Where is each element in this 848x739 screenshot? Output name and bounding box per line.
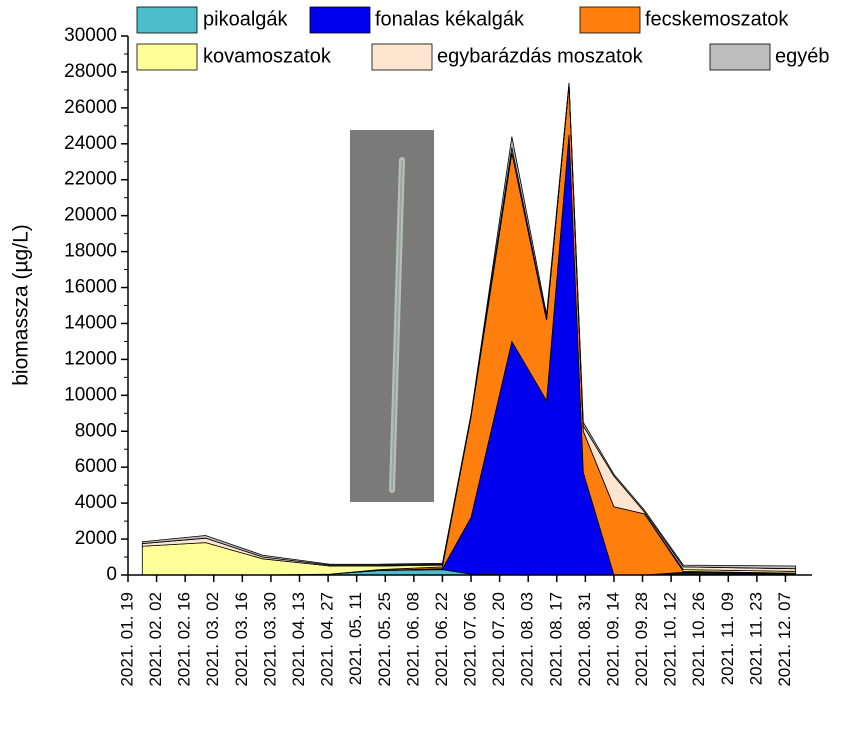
y-tick-label: 0 [106, 564, 117, 585]
y-tick-label: 12000 [64, 348, 117, 369]
legend-label: egyéb [775, 45, 830, 67]
plot-area [142, 83, 795, 575]
x-tick-label: 2021. 09. 14 [603, 592, 622, 687]
x-tick-label: 2021. 08. 17 [546, 592, 565, 687]
y-tick-label: 8000 [75, 420, 117, 441]
x-tick-label: 2021. 02. 02 [146, 592, 165, 687]
legend-label: pikoalgák [203, 8, 289, 30]
x-tick-label: 2021. 04. 27 [318, 592, 337, 687]
legend-label: fecskemoszatok [645, 8, 789, 30]
legend-label: kovamoszatok [203, 45, 332, 67]
y-tick-label: 4000 [75, 492, 117, 513]
area [142, 85, 795, 575]
x-tick-label: 2021. 05. 11 [346, 592, 365, 685]
x-tick-label: 2021. 09. 28 [632, 592, 651, 687]
x-tick-label: 2021. 08. 03 [518, 592, 537, 687]
x-tick-label: 2021. 07. 20 [489, 592, 508, 687]
y-tick-label: 26000 [64, 97, 117, 118]
legend-swatch [310, 7, 370, 33]
y-tick-label: 14000 [64, 312, 117, 333]
y-tick-label: 20000 [64, 205, 117, 226]
x-tick-label: 2021. 07. 06 [461, 592, 480, 687]
y-tick-label: 28000 [64, 61, 117, 82]
y-tick-label: 6000 [75, 456, 117, 477]
x-tick-label: 2021. 06. 22 [432, 592, 451, 687]
y-axis-label: biomassza (µg/L) [10, 224, 33, 386]
chart: biomassza (µg/L) 0 2000 4000 6000 8000 10000 1… [0, 0, 848, 739]
x-tick-label: 2021. 10. 12 [661, 592, 680, 687]
x-tick-label: 2021. 11. 09 [718, 592, 737, 685]
x-tick-label: 2021. 03. 02 [203, 592, 222, 687]
x-tick-label: 2021. 10. 26 [689, 592, 708, 687]
y-tick-label: 10000 [64, 384, 117, 405]
y-tick-label: 24000 [64, 133, 117, 154]
x-tick-label: 2021. 04. 13 [289, 592, 308, 687]
legend-label: fonalas kékalgák [375, 8, 525, 30]
x-tick-label: 2021. 03. 16 [232, 592, 251, 687]
x-tick-label: 2021. 08. 31 [575, 592, 594, 687]
x-tick-label: 2021. 06. 08 [403, 592, 422, 687]
x-tick-label: 2021. 03. 30 [260, 592, 279, 687]
legend-swatch [137, 7, 197, 33]
x-tick-label: 2021. 01. 19 [117, 592, 136, 687]
legend-swatch [710, 44, 770, 70]
legend-swatch [137, 44, 197, 70]
y-tick-label: 18000 [64, 241, 117, 262]
legend-label: egybarázdás moszatok [437, 45, 644, 67]
legend-swatch [580, 7, 640, 33]
x-tick-label: 2021. 05. 25 [375, 592, 394, 687]
legend-swatch [372, 44, 432, 70]
inset-photo [350, 130, 434, 502]
y-tick-label: 30000 [64, 25, 117, 46]
x-tick-label: 2021. 11. 23 [746, 592, 765, 685]
x-tick-label: 2021. 02. 16 [175, 592, 194, 687]
y-tick-label: 22000 [64, 169, 117, 190]
y-tick-label: 16000 [64, 277, 117, 298]
x-tick-label: 2021. 12. 07 [775, 592, 794, 687]
y-tick-label: 2000 [75, 528, 117, 549]
